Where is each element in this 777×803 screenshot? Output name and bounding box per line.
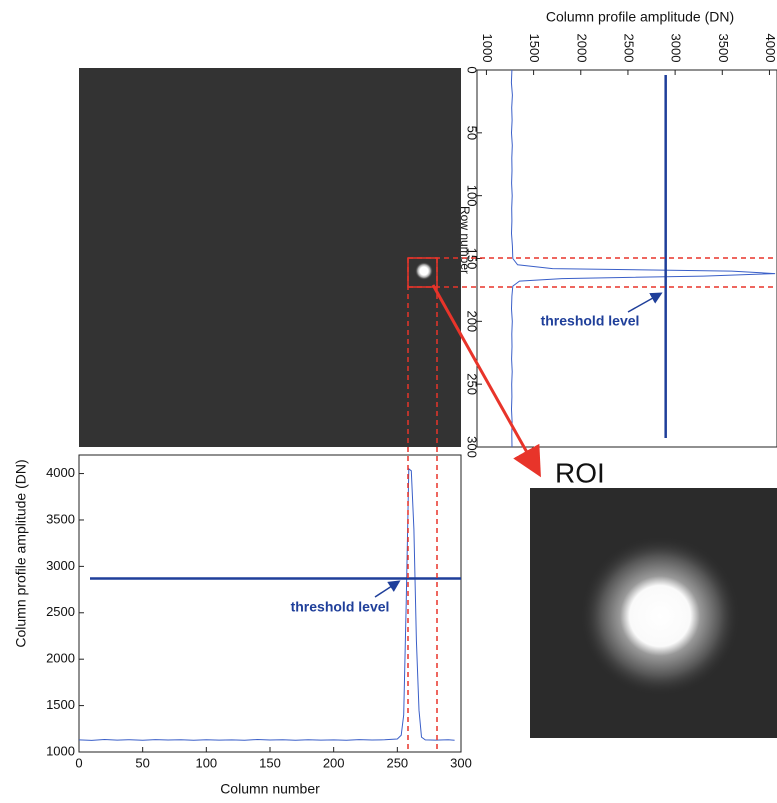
y-tick-label: 4000	[46, 465, 75, 480]
row-tick-label: 50	[465, 126, 480, 140]
y-tick-label: 1500	[46, 697, 75, 712]
row-tick-label: 0	[465, 66, 480, 73]
row-tick-label: 250	[465, 373, 480, 395]
x-tick-label: 0	[75, 755, 82, 770]
roi-label: ROI	[555, 457, 605, 488]
bottom-chart: 0 50 100 150 200 250 300 1000 1500 2000 2500 3000 35…	[13, 455, 472, 797]
row-axis-label: Row number	[458, 206, 472, 274]
amp-tick-label: 1500	[527, 34, 542, 63]
x-axis-label: Column number	[220, 781, 320, 797]
amp-tick-label: 3500	[716, 34, 731, 63]
roi-spot	[580, 536, 740, 696]
y-tick-label: 3000	[46, 558, 75, 573]
figure: ROI 050100150200250300100015002000250030…	[0, 0, 777, 803]
x-tick-label: 300	[450, 755, 472, 770]
amp-tick-label: 2500	[622, 34, 637, 63]
annotation: threshold level	[541, 313, 640, 329]
y-tick-label: 2500	[46, 604, 75, 619]
y-axis-label: Column profile amplitude (DN)	[13, 459, 29, 647]
row-tick-label: 300	[465, 436, 480, 458]
row-tick-label: 100	[465, 185, 480, 207]
x-tick-label: 50	[135, 755, 149, 770]
amp-tick-label: 2000	[574, 34, 589, 63]
x-tick-label: 200	[323, 755, 345, 770]
amp-tick-label: 4000	[763, 34, 777, 63]
light-spot	[415, 262, 433, 280]
amp-tick-label: 3000	[669, 34, 684, 63]
y-tick-label: 2000	[46, 651, 75, 666]
x-tick-label: 150	[259, 755, 281, 770]
y-tick-label: 1000	[46, 743, 75, 758]
row-tick-label: 200	[465, 310, 480, 332]
amp-axis-label: Column profile amplitude (DN)	[546, 9, 734, 25]
y-tick-label: 3500	[46, 511, 75, 526]
x-tick-label: 100	[195, 755, 217, 770]
amp-tick-label: 1000	[480, 34, 495, 63]
camera-image	[79, 68, 461, 447]
x-tick-label: 250	[386, 755, 408, 770]
annotation: threshold level	[291, 599, 390, 615]
